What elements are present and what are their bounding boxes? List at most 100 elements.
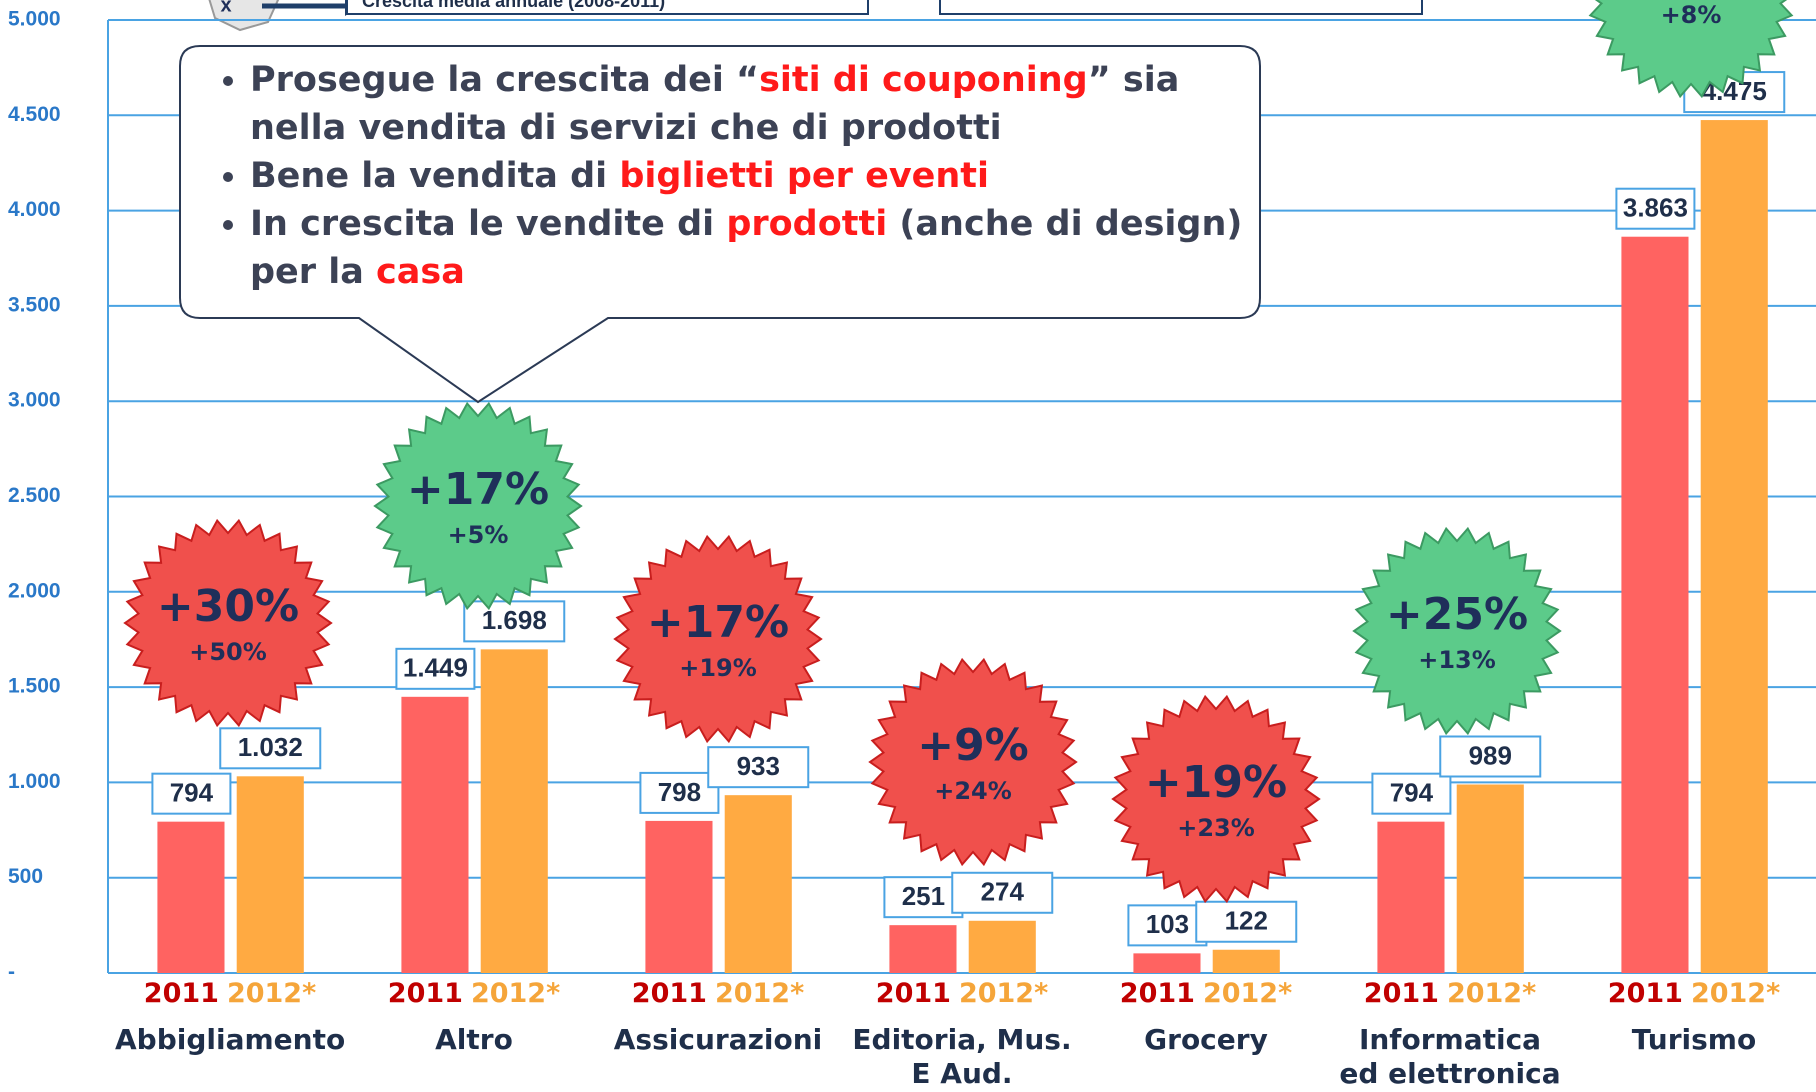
badge bbox=[1352, 526, 1562, 736]
bar bbox=[968, 920, 1036, 973]
badge-sub: +50% bbox=[189, 638, 267, 666]
y-tick-label: 1.500 bbox=[8, 675, 61, 698]
value-label-box bbox=[395, 647, 476, 690]
legend-entry: 2011 bbox=[388, 978, 463, 1009]
x-tick-label: Altro bbox=[435, 1023, 513, 1056]
y-tick-label: 2.500 bbox=[8, 484, 61, 507]
value-label-box bbox=[1371, 772, 1452, 815]
x-tick-label: Assicurazioni bbox=[613, 1023, 823, 1056]
y-tick-label: - bbox=[8, 961, 15, 984]
text-run: casa bbox=[376, 252, 465, 292]
bar bbox=[236, 776, 304, 973]
legend-entry: 2011 bbox=[1120, 978, 1195, 1009]
value-label-box bbox=[1615, 187, 1696, 230]
value-label-box bbox=[707, 746, 810, 789]
badge-text: +17% bbox=[647, 597, 789, 648]
value-label: 122 bbox=[1225, 906, 1268, 936]
value-label: 794 bbox=[170, 778, 214, 808]
bar bbox=[480, 649, 548, 973]
badge-text: +30% bbox=[157, 581, 299, 632]
value-label-box bbox=[1195, 900, 1298, 943]
value-label-box bbox=[951, 871, 1054, 914]
x-tick-label: Informatica ed elettronica bbox=[1339, 1023, 1561, 1090]
y-tick-label: 3.000 bbox=[8, 389, 61, 412]
bar bbox=[889, 925, 957, 973]
value-label: 274 bbox=[981, 877, 1025, 907]
badge-sub: +13% bbox=[1418, 646, 1496, 674]
text-run: ” sia nella vendita di servizi che di pr… bbox=[250, 60, 1180, 148]
value-label: 989 bbox=[1469, 740, 1512, 770]
badge bbox=[1588, 0, 1794, 99]
text-run: prodotti bbox=[726, 204, 888, 244]
bar bbox=[645, 820, 713, 973]
badge-sub: +19% bbox=[679, 654, 757, 682]
x-tick-label: Turismo bbox=[1631, 1023, 1757, 1056]
value-label: 1.032 bbox=[238, 732, 303, 762]
series-labels: 2011 2012* bbox=[1120, 978, 1292, 1009]
x-tick-label: Abbigliamento bbox=[115, 1023, 346, 1056]
bullet: In crescita le vendite di prodotti (anch… bbox=[250, 200, 1260, 296]
text-run: biglietti per eventi bbox=[619, 156, 990, 196]
badge-sub: +24% bbox=[934, 777, 1012, 805]
bar bbox=[1700, 120, 1768, 973]
badge-text: +25% bbox=[1386, 589, 1528, 640]
gear-icon bbox=[208, 0, 280, 32]
x-tick-label: Editoria, Mus. E Aud. bbox=[852, 1023, 1072, 1090]
series-labels: 2011 2012* bbox=[1364, 978, 1536, 1009]
legend-entry: 2012* bbox=[227, 978, 316, 1009]
text-run: Prosegue la crescita dei “ bbox=[250, 60, 760, 100]
y-tick-label: 4.500 bbox=[8, 103, 61, 126]
value-label-box bbox=[639, 771, 720, 814]
value-label: 1.698 bbox=[482, 605, 547, 635]
value-label-box bbox=[1439, 735, 1542, 778]
legend-entry: 2012* bbox=[1691, 978, 1780, 1009]
legend-entry: 2011 bbox=[876, 978, 951, 1009]
badge bbox=[1111, 694, 1321, 904]
y-tick-label: 2.000 bbox=[8, 579, 61, 602]
badge bbox=[613, 534, 823, 744]
bullet: Prosegue la crescita dei “siti di coupon… bbox=[250, 56, 1260, 152]
legend-entry: 2012* bbox=[715, 978, 804, 1009]
legend-entry: 2012* bbox=[959, 978, 1048, 1009]
legend-entry: 2012* bbox=[471, 978, 560, 1009]
bar bbox=[724, 795, 792, 973]
series-labels: 2011 2012* bbox=[876, 978, 1048, 1009]
x-tick-label: Grocery bbox=[1144, 1023, 1268, 1056]
legend-entry: 2011 bbox=[1608, 978, 1683, 1009]
text-run: (anche di design) per la bbox=[250, 204, 1243, 292]
y-tick-label: 4.000 bbox=[8, 198, 61, 221]
note-box bbox=[346, 0, 869, 15]
badge-text: +9% bbox=[917, 720, 1029, 771]
callout: Prosegue la crescita dei “siti di coupon… bbox=[210, 56, 1260, 296]
bar bbox=[1133, 953, 1201, 973]
value-label: 798 bbox=[658, 777, 701, 807]
value-label: 3.863 bbox=[1623, 193, 1688, 223]
bar bbox=[1377, 821, 1445, 973]
legend-entry: 2011 bbox=[144, 978, 219, 1009]
value-label-box bbox=[1127, 904, 1208, 947]
callout-bubble bbox=[179, 45, 1261, 404]
value-label: 933 bbox=[737, 751, 780, 781]
note-box bbox=[939, 0, 1423, 15]
badge-text: +19% bbox=[1145, 757, 1287, 808]
value-label: 794 bbox=[1390, 778, 1434, 808]
series-labels: 2011 2012* bbox=[632, 978, 804, 1009]
legend-entry: 2011 bbox=[1364, 978, 1439, 1009]
badge bbox=[373, 401, 583, 611]
y-tick-label: 1.000 bbox=[8, 770, 61, 793]
bar bbox=[1212, 949, 1280, 973]
legend-entry: 2011 bbox=[632, 978, 707, 1009]
badge-sub: +23% bbox=[1177, 814, 1255, 842]
text-run: siti di couponing bbox=[759, 60, 1088, 100]
value-label: 1.449 bbox=[403, 653, 468, 683]
series-labels: 2011 2012* bbox=[1608, 978, 1780, 1009]
y-tick-label: 500 bbox=[8, 865, 43, 888]
bar bbox=[401, 696, 469, 973]
legend-entry: 2012* bbox=[1203, 978, 1292, 1009]
badge bbox=[123, 518, 333, 728]
note-text: Crescita media annuale (2008-2011) bbox=[362, 0, 665, 11]
bullet: Bene la vendita di biglietti per eventi bbox=[250, 152, 1260, 200]
text-run: Bene la vendita di bbox=[250, 156, 620, 196]
y-tick-label: 3.500 bbox=[8, 293, 61, 316]
